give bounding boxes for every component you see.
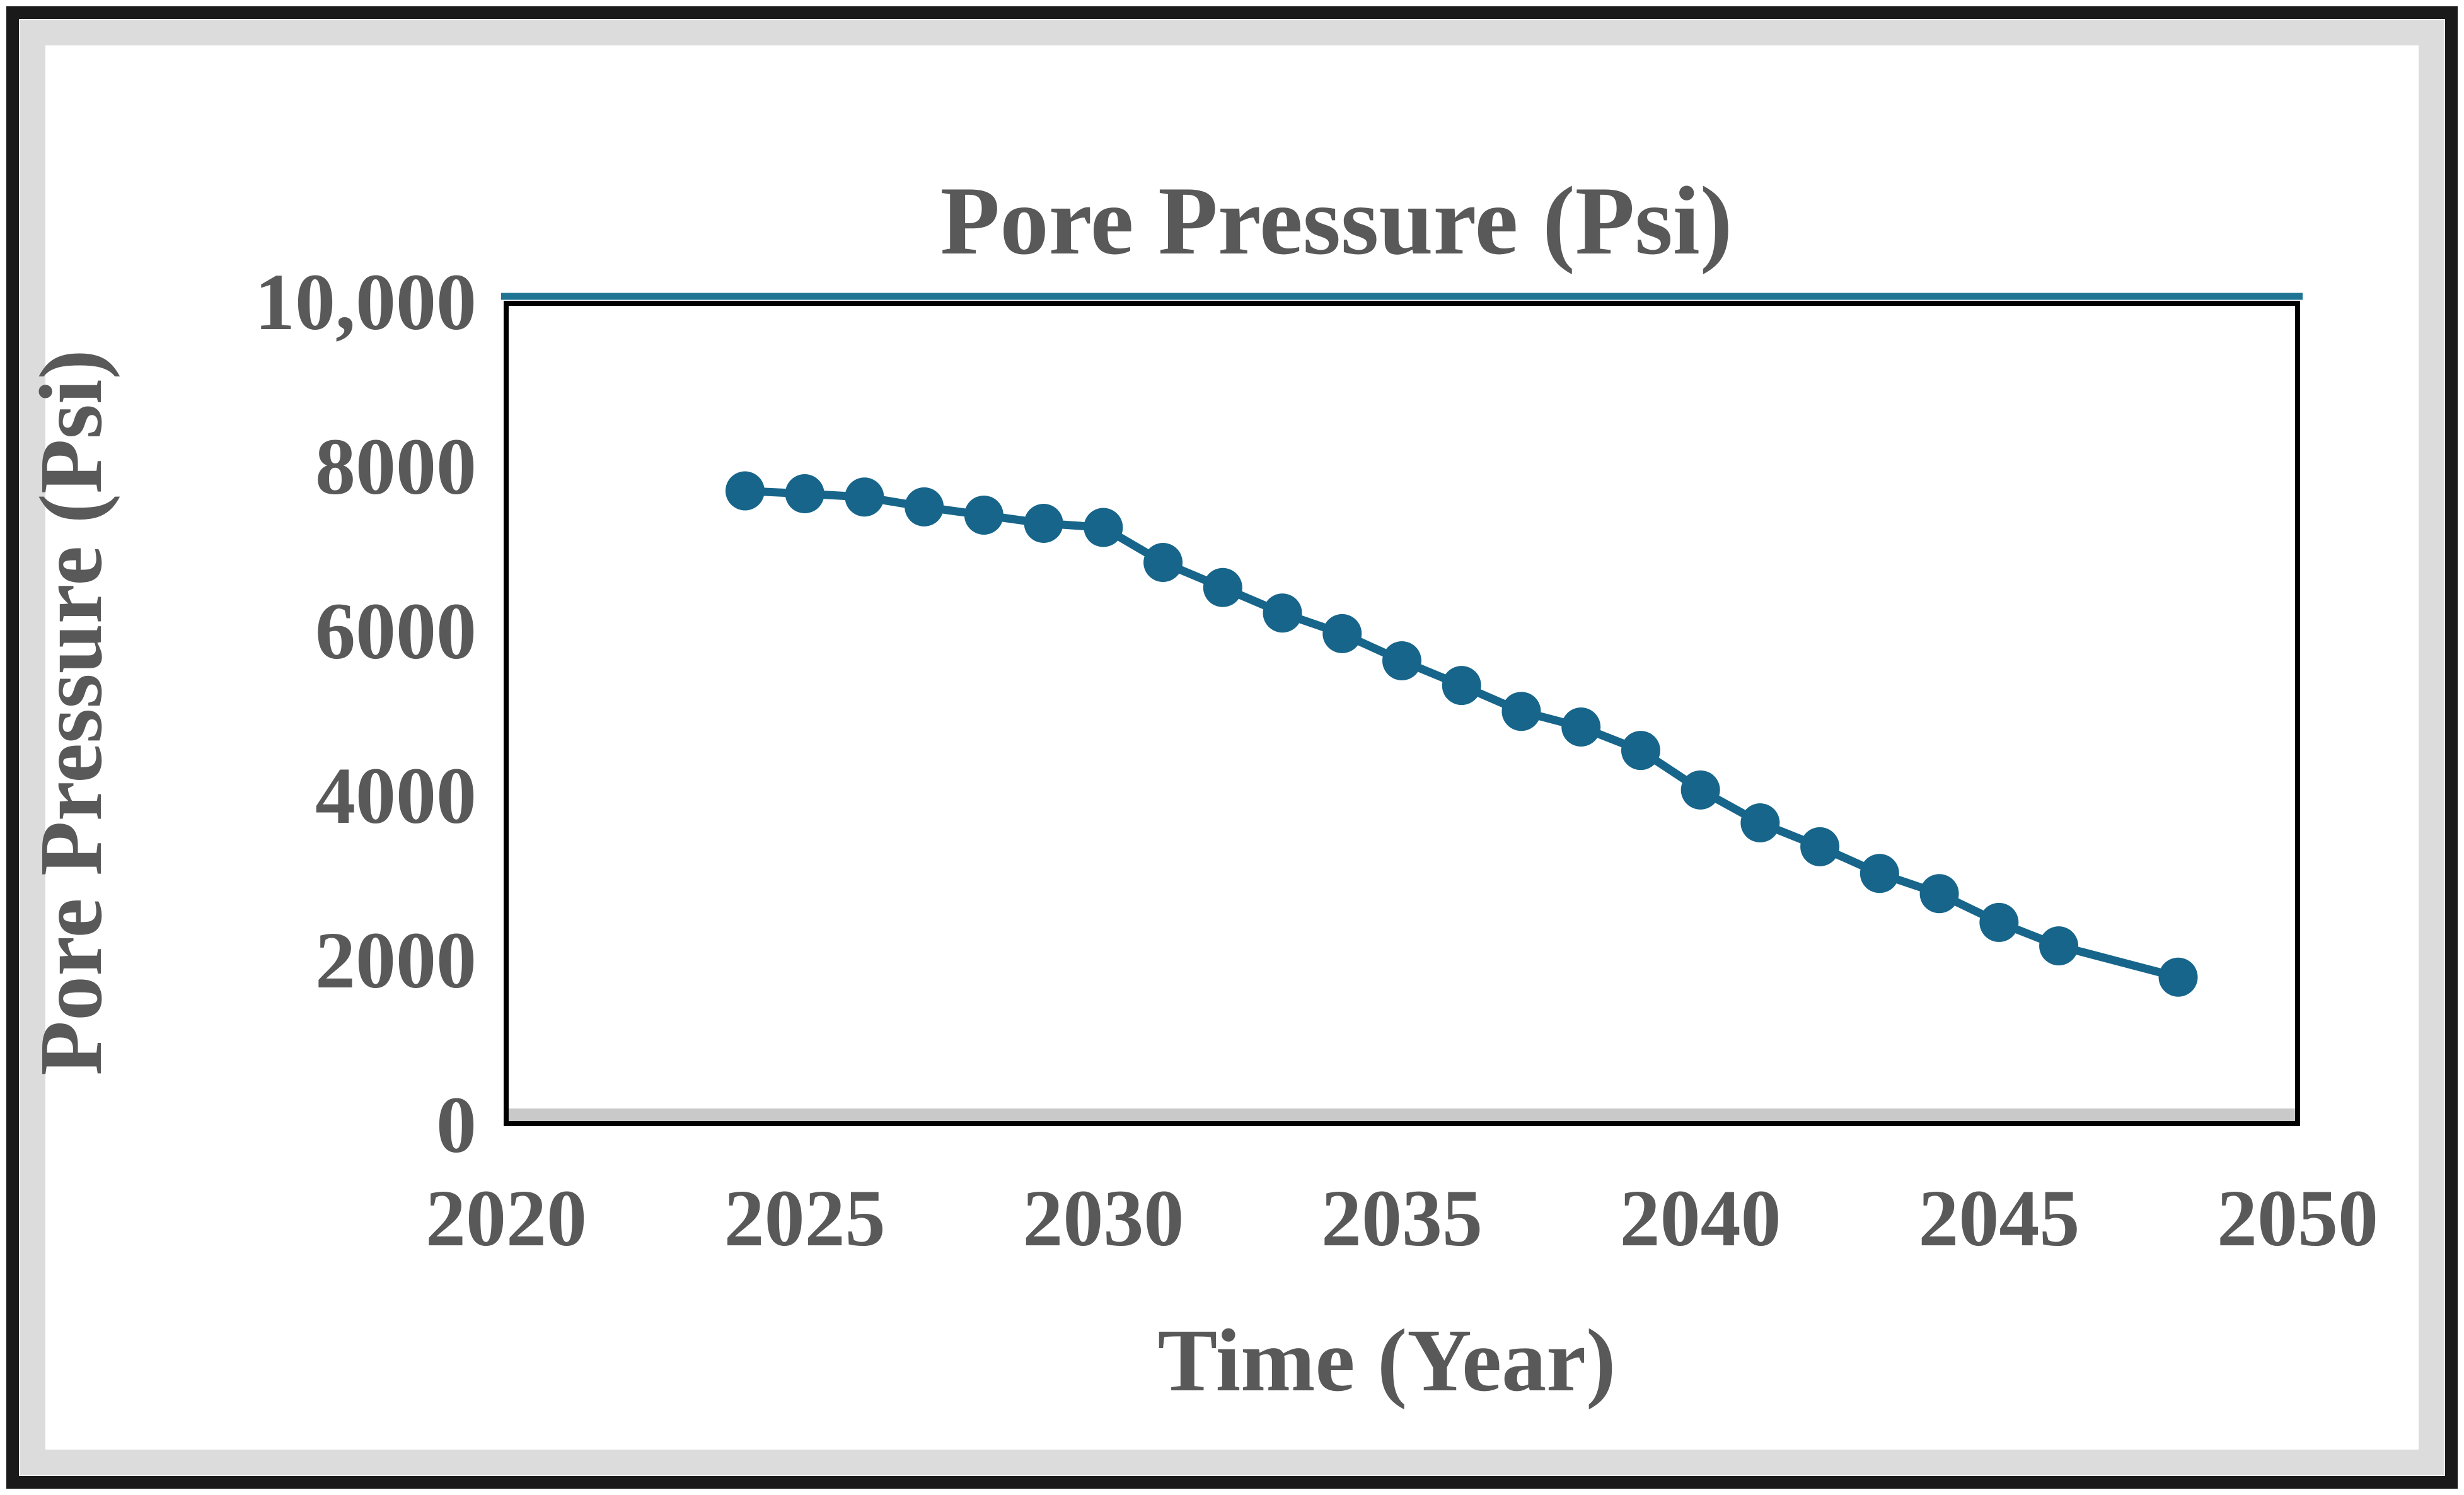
y-axis-title: Pore Pressure (Psi) (21, 349, 120, 1075)
x-axis-title: Time (Year) (1158, 1310, 1616, 1410)
x-tick-label: 2045 (1918, 1173, 2079, 1263)
data-point (1561, 707, 1601, 747)
data-point (1860, 854, 1899, 893)
plot-area (506, 301, 2298, 1124)
data-point (845, 477, 884, 517)
y-tick-label: 4000 (315, 751, 477, 841)
data-point (1800, 827, 1840, 866)
x-axis-tick-labels: 2020 2025 2030 2035 2040 2045 2050 (425, 1173, 2378, 1263)
data-point (1621, 731, 1660, 771)
x-tick-label: 2020 (425, 1173, 587, 1263)
data-point (1322, 614, 1362, 653)
data-point (905, 487, 944, 526)
data-point (1382, 641, 1421, 680)
x-tick-label: 2050 (2217, 1173, 2378, 1263)
plot-border (504, 301, 2300, 1126)
plot-bottom-shadow (509, 1108, 2295, 1121)
data-point (785, 474, 824, 514)
data-point (1740, 803, 1780, 843)
y-tick-label: 8000 (315, 422, 477, 511)
pore-pressure-series (725, 471, 2198, 997)
data-point (1979, 902, 2019, 942)
y-tick-label: 6000 (315, 586, 477, 676)
figure-frame-border (6, 6, 2458, 1489)
data-point (2158, 957, 2198, 997)
data-point (1203, 567, 1242, 607)
x-tick-label: 2040 (1620, 1173, 1781, 1263)
data-point (1024, 504, 1063, 544)
y-tick-label: 10,000 (255, 257, 477, 347)
data-point (725, 471, 765, 511)
data-point (1084, 508, 1123, 547)
chart-title: Pore Pressure (Psi) (940, 166, 1733, 275)
data-point (1680, 770, 1720, 810)
x-tick-label: 2035 (1321, 1173, 1483, 1263)
data-point (1919, 874, 1959, 914)
data-point (964, 495, 1004, 535)
data-point (1263, 593, 1302, 633)
data-point (1501, 692, 1541, 731)
y-tick-label: 0 (436, 1080, 477, 1170)
data-point (2039, 926, 2079, 966)
x-tick-label: 2025 (724, 1173, 886, 1263)
figure-matte (20, 20, 2444, 1475)
data-point (1143, 542, 1183, 582)
data-point (1442, 666, 1481, 706)
y-axis-tick-labels: 0 2000 4000 6000 8000 10,000 (255, 257, 477, 1170)
x-tick-label: 2030 (1022, 1173, 1184, 1263)
y-tick-label: 2000 (315, 916, 477, 1005)
